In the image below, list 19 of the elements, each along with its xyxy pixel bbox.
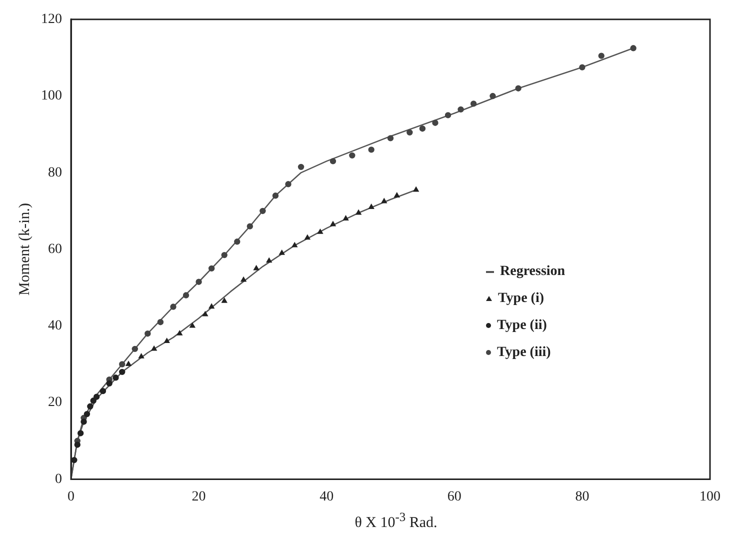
- x-tick-label: 60: [447, 489, 462, 504]
- legend-label: Type (i): [497, 290, 546, 308]
- x-tick-label: 0: [68, 489, 74, 504]
- x-tick-label: 100: [700, 489, 720, 504]
- y-tick-label: 40: [48, 318, 62, 334]
- legend-label: Type (ii): [496, 317, 548, 335]
- x-axis-title: θ X 10$^{-3}$ Rad.: [354, 510, 438, 532]
- legend-label: Regression: [499, 263, 566, 281]
- y-tick-label: 120: [41, 12, 62, 28]
- x-tick-label: 80: [575, 489, 590, 504]
- y-axis-title: Moment (k-in.): [16, 203, 33, 296]
- x-tick-label: 20: [192, 489, 206, 504]
- y-tick-label: 100: [41, 88, 62, 104]
- legend-label: Type (iii): [496, 344, 552, 362]
- y-tick-label: 60: [48, 242, 62, 257]
- y-tick-label: 20: [48, 395, 62, 410]
- x-tick-label: 40: [320, 489, 334, 504]
- y-tick-label: 80: [48, 165, 62, 180]
- y-tick-label: 0: [55, 472, 62, 487]
